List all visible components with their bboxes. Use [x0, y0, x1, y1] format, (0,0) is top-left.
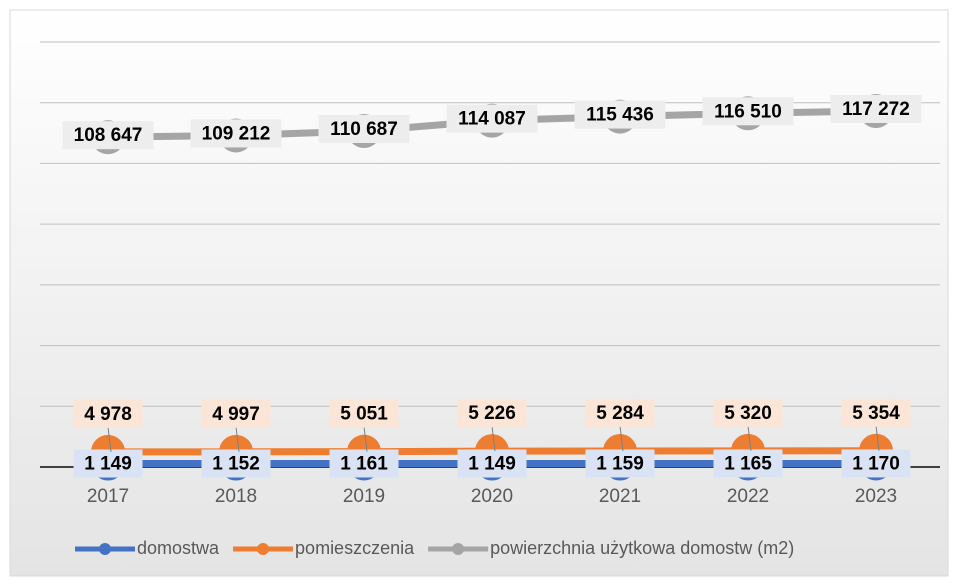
legend-label: pomieszczenia [295, 538, 415, 558]
data-label: 1 159 [596, 453, 644, 474]
x-tick-label: 2017 [87, 486, 129, 507]
data-label: 1 161 [340, 453, 388, 474]
data-label: 4 997 [212, 404, 260, 425]
data-label: 1 149 [468, 454, 516, 475]
data-label: 4 978 [84, 404, 132, 425]
data-label: 1 165 [724, 453, 772, 474]
data-label: 114 087 [458, 109, 526, 130]
data-label: 5 051 [340, 404, 388, 425]
x-tick-label: 2022 [727, 486, 769, 507]
x-tick-label: 2023 [855, 486, 897, 507]
data-label: 1 149 [84, 454, 132, 475]
data-label: 116 510 [714, 101, 782, 122]
data-label: 1 170 [852, 453, 900, 474]
x-tick-label: 2021 [599, 486, 641, 507]
legend-marker [257, 543, 269, 555]
data-label: 110 687 [330, 119, 398, 140]
x-tick-label: 2019 [343, 486, 385, 507]
data-label: 5 320 [724, 403, 772, 424]
legend-marker [99, 543, 111, 555]
legend-marker [452, 543, 464, 555]
data-label: 5 284 [596, 403, 644, 424]
data-label: 115 436 [586, 105, 654, 126]
legend-label: domostwa [137, 538, 220, 558]
data-label: 5 226 [468, 403, 516, 424]
data-label: 108 647 [74, 125, 143, 146]
data-label: 5 354 [852, 403, 900, 424]
x-tick-label: 2020 [471, 486, 513, 507]
data-label: 117 272 [842, 99, 910, 120]
x-tick-label: 2018 [215, 486, 257, 507]
data-label: 109 212 [202, 123, 271, 144]
legend-label: powierzchnia użytkowa domostw (m2) [490, 538, 794, 558]
data-label: 1 152 [212, 454, 260, 475]
